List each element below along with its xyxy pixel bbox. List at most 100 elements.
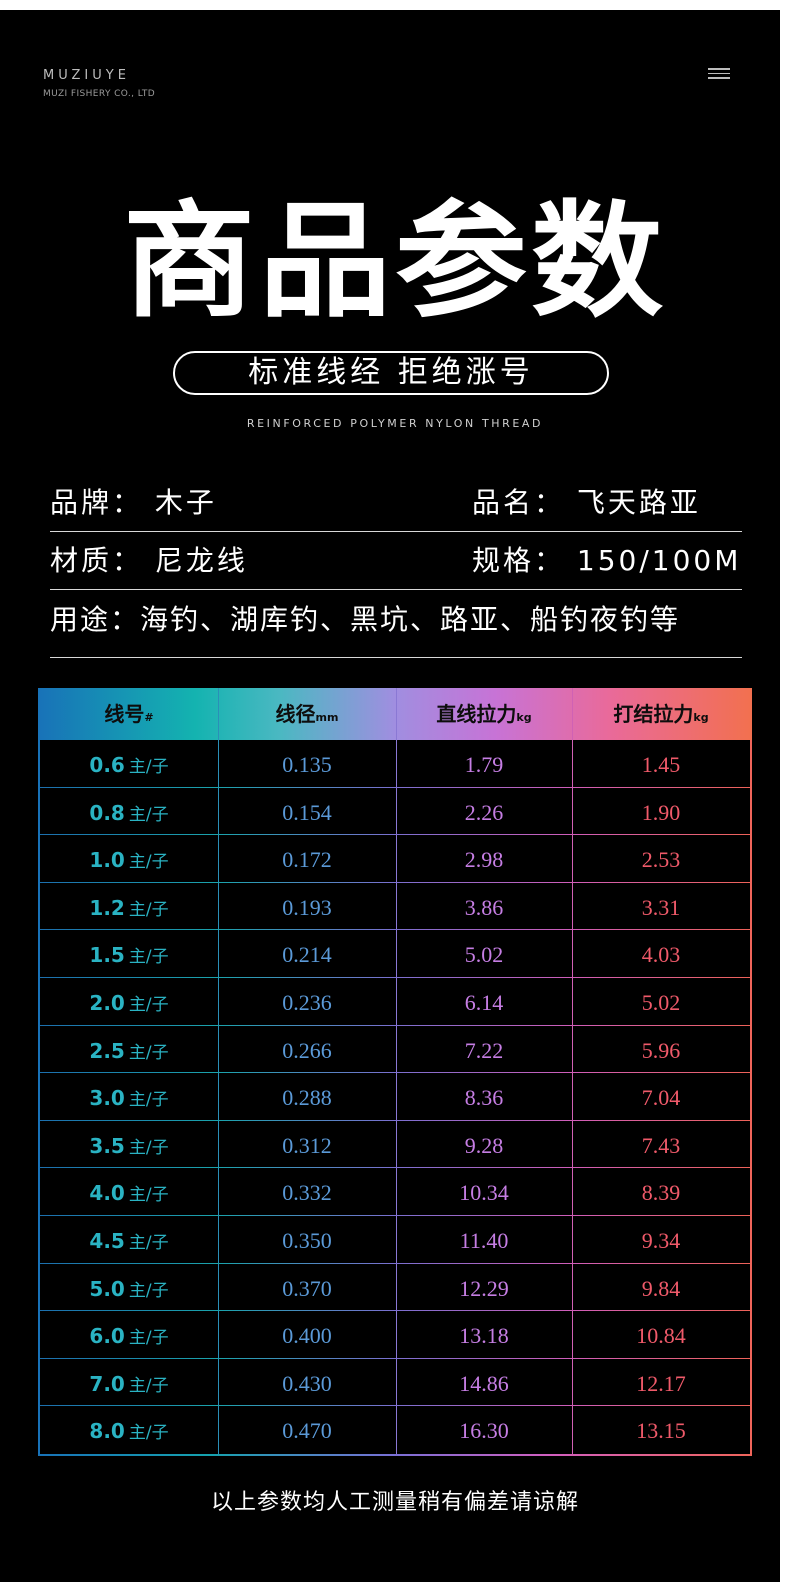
row-divider [40,1167,750,1169]
row-divider [40,786,750,788]
info-row-brand: 品牌： 木子 品名： 飞天路亚 [50,480,742,532]
diameter-cell: 0.470 [282,1418,332,1444]
table-row: 2.0 主/子 0.236 6.14 5.02 [40,978,750,1026]
size-unit: 主/子 [128,1375,169,1396]
size-unit: 主/子 [128,1042,169,1063]
size-value: 1.2 [89,895,125,920]
table-row: 1.0 主/子 0.172 2.98 2.53 [40,835,750,883]
straight-tension-cell: 3.86 [464,894,504,920]
size-unit: 主/子 [128,1090,169,1111]
diameter-cell: 0.236 [282,990,332,1015]
table-row: 1.2 主/子 0.193 3.86 3.31 [40,883,750,931]
footer-note: 以上参数均人工测量稍有偏差请谅解 [210,1490,579,1515]
row-divider [40,1024,750,1026]
diameter-cell: 0.370 [282,1275,332,1301]
size-cell: 0.8 主/子 [40,788,218,835]
size-value: 2.5 [89,1038,125,1063]
column-divider [572,688,573,1454]
size-cell: 3.0 主/子 [40,1073,218,1120]
spec-table-body: 线号# 线径mm 直线拉力kg 打结拉力kg 0.6 主/子 0.135 1.79 1.… [38,688,752,1454]
size-value: 1.0 [89,848,125,873]
straight-tension-cell: 9.28 [464,1132,504,1158]
size-value: 0.6 [89,753,125,777]
size-unit: 主/子 [128,804,169,825]
diameter-cell: 0.332 [282,1180,332,1206]
size-value: 3.5 [89,1133,125,1158]
diameter-cell: 0.135 [282,752,332,777]
column-divider [218,688,219,1454]
knot-tension-cell: 7.04 [641,1085,681,1111]
size-value: 7.0 [89,1371,125,1396]
size-value: 6.0 [89,1324,125,1349]
size-value: 3.0 [89,1086,125,1111]
header-straight-tension: 直线拉力kg [436,702,532,726]
straight-tension-cell: 16.30 [459,1418,509,1444]
straight-tension-cell: 13.18 [459,1323,509,1349]
table-header: 线号# 线径mm 直线拉力kg 打结拉力kg [38,688,752,740]
info-row-usage: 用途：海钓、湖库钓、黑坑、路亚、船钓夜钓等 [50,596,742,658]
brand-name: MUZIUYE [43,68,130,83]
product-name-field: 品名： 飞天路亚 [472,486,701,519]
header-size: 线号# [104,702,154,726]
size-value: 8.0 [89,1419,125,1444]
header-knot-tension: 打结拉力kg [613,702,709,726]
size-cell: 6.0 主/子 [40,1311,218,1358]
knot-tension-cell: 5.96 [641,1037,681,1063]
knot-tension-cell: 12.17 [636,1370,686,1396]
size-cell: 5.0 主/子 [40,1264,218,1311]
size-unit: 主/子 [128,995,169,1015]
table-row: 6.0 主/子 0.400 13.18 10.84 [40,1311,750,1359]
english-subtitle: REINFORCED POLYMER NYLON THREAD [246,417,544,430]
diameter-cell: 0.172 [282,847,332,873]
knot-tension-cell: 5.02 [641,990,681,1015]
hamburger-menu-icon[interactable] [708,68,730,80]
size-unit: 主/子 [128,1280,169,1301]
table-row: 1.5 主/子 0.214 5.02 4.03 [40,930,750,978]
diameter-cell: 0.154 [282,799,332,825]
knot-tension-cell: 7.43 [641,1132,681,1158]
diameter-cell: 0.266 [282,1037,332,1063]
straight-tension-cell: 2.26 [464,799,504,825]
row-divider [40,1405,750,1407]
size-cell: 1.0 主/子 [40,835,218,882]
size-cell: 4.5 主/子 [40,1216,218,1263]
size-cell: 1.5 主/子 [40,930,218,977]
diameter-cell: 0.400 [282,1323,332,1349]
straight-tension-cell: 8.36 [464,1085,504,1111]
table-row: 3.0 主/子 0.288 8.36 7.04 [40,1073,750,1121]
straight-tension-cell: 7.22 [464,1037,504,1063]
straight-tension-cell: 5.02 [464,942,504,968]
size-cell: 8.0 主/子 [40,1406,218,1453]
size-unit: 主/子 [128,1185,169,1206]
row-divider [40,1119,750,1121]
diameter-cell: 0.193 [282,894,332,920]
table-row: 4.5 主/子 0.350 11.40 9.34 [40,1216,750,1264]
brand-field: 品牌： 木子 [50,486,217,519]
row-divider [40,1072,750,1074]
size-unit: 主/子 [128,1137,169,1158]
page-title: 商品参数 [123,188,667,336]
size-unit: 主/子 [128,1423,169,1444]
size-unit: 主/子 [128,852,169,873]
diameter-cell: 0.214 [282,942,332,968]
spec-field: 规格： 150/100M [472,544,742,577]
row-divider [40,1214,750,1216]
table-row: 3.5 主/子 0.312 9.28 7.43 [40,1121,750,1169]
knot-tension-cell: 1.45 [641,752,681,777]
header-diameter: 线径mm [275,702,339,726]
row-divider [40,834,750,836]
size-value: 4.0 [89,1181,125,1206]
knot-tension-cell: 4.03 [641,942,681,968]
size-unit: 主/子 [128,1328,169,1349]
size-cell: 2.0 主/子 [40,978,218,1025]
row-divider [40,1310,750,1312]
size-unit: 主/子 [128,757,169,777]
diameter-cell: 0.430 [282,1370,332,1396]
knot-tension-cell: 1.90 [641,799,681,825]
size-value: 1.5 [89,943,125,968]
size-cell: 2.5 主/子 [40,1026,218,1073]
straight-tension-cell: 10.34 [459,1180,509,1206]
table-row: 2.5 主/子 0.266 7.22 5.96 [40,1026,750,1074]
diameter-cell: 0.350 [282,1228,332,1253]
straight-tension-cell: 12.29 [459,1275,509,1301]
